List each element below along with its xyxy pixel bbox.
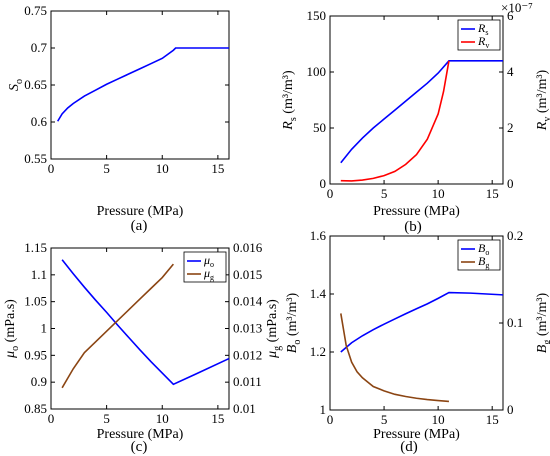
plot-frame	[50, 10, 230, 160]
x-axis-label: Pressure (MPa)	[97, 204, 184, 219]
y2-axis-label: μg (mPa.s)	[265, 299, 283, 359]
legend-label: Bg	[478, 254, 489, 270]
legend-box	[457, 19, 501, 51]
x-tick-label: 10	[432, 412, 445, 427]
x-tick-label: 0	[48, 411, 55, 426]
y-tick-label: 1.4	[310, 286, 327, 301]
legend-label: Bo	[478, 241, 489, 257]
y-tick-label: 1.05	[24, 294, 47, 309]
x-tick-label: 15	[486, 412, 499, 427]
series-line-2	[340, 313, 450, 403]
y2-tick-label: 2	[507, 120, 514, 135]
y2-tick-label: 0.014	[233, 294, 263, 309]
series-line-2	[340, 60, 450, 182]
y-tick-label: 0.65	[24, 77, 47, 92]
y2-axis-label: Bg (m³/m³)	[535, 292, 550, 353]
chart-panel-c: 0 5 10 15 0.85 0.9 0.95 1 1.05 1.1 1.15 0.01 0.011 0.…	[3, 240, 283, 455]
y-tick-label: 0.7	[31, 40, 48, 55]
y2-tick-label: 6	[507, 8, 514, 23]
chart-panel-a: 0 5 10 15 0.55 0.6 0.65 0.7 0.75 Pressure (MPa) So…	[7, 3, 230, 234]
y2-tick-label: 0.015	[233, 267, 262, 282]
y-axis-label: Rs (m³/m³)	[281, 70, 299, 131]
x-axis-label: Pressure (MPa)	[97, 427, 184, 442]
plot-frame	[329, 15, 504, 185]
y-tick-label: 50	[313, 120, 326, 135]
x-tick-label: 15	[211, 161, 224, 176]
x-tick-label: 15	[486, 186, 499, 201]
series-line-2	[61, 263, 174, 389]
y-tick-label: 0.95	[24, 347, 47, 362]
x-tick-label: 0	[327, 412, 334, 427]
y-tick-label: 100	[307, 64, 327, 79]
x-tick-label: 10	[156, 411, 169, 426]
y-tick-label: 1.15	[24, 240, 47, 255]
y-tick-label: 1.2	[310, 344, 326, 359]
y-axis-label: μo (mPa.s)	[3, 299, 21, 359]
x-tick-label: 5	[103, 411, 110, 426]
y2-tick-label: 0.011	[233, 374, 262, 389]
x-axis-label: Pressure (MPa)	[373, 427, 460, 442]
y-tick-label: 1	[320, 402, 327, 417]
y2-tick-label: 0.2	[507, 228, 523, 243]
legend-box	[183, 251, 227, 283]
y2-tick-label: 0	[507, 402, 514, 417]
x-axis-label: Pressure (MPa)	[373, 204, 460, 219]
y2-tick-label: 0.012	[233, 347, 262, 362]
x-tick-label: 0	[327, 186, 334, 201]
x-tick-label: 0	[48, 161, 55, 176]
y-tick-label: 0.55	[24, 151, 47, 166]
y2-tick-label: 0.1	[507, 315, 523, 330]
y-tick-label: 0.6	[31, 114, 48, 129]
y-tick-label: 0.85	[24, 401, 47, 416]
legend-label: Rv	[477, 34, 489, 50]
legend-label: Rs	[477, 21, 488, 37]
y-tick-label: 1.1	[31, 267, 47, 282]
panel-caption: (b)	[404, 219, 422, 235]
panel-caption: (c)	[131, 439, 148, 455]
x-tick-label: 10	[156, 161, 169, 176]
panel-caption: (a)	[131, 218, 148, 234]
panel-caption: (d)	[400, 439, 418, 455]
legend-label: μo	[203, 253, 214, 269]
chart-panel-d: 0 5 10 15 1 1.2 1.4 1.6 0 0.1 0.2 Pressure (MPa) Bo …	[285, 228, 550, 455]
y-tick-label: 1	[41, 321, 48, 336]
series-line-1	[340, 291, 504, 353]
y-tick-label: 0.9	[31, 374, 47, 389]
legend-box	[457, 239, 501, 271]
y-tick-label: 0.75	[24, 3, 47, 18]
y-tick-label: 1.6	[310, 228, 327, 243]
x-tick-label: 10	[432, 186, 445, 201]
y-tick-label: 0	[320, 176, 327, 191]
series-line-1	[61, 259, 230, 386]
x-tick-label: 5	[103, 161, 110, 176]
y2-tick-label: 4	[507, 64, 514, 79]
y2-tick-label: 0	[507, 176, 514, 191]
y-tick-label: 150	[307, 8, 327, 23]
y2-tick-label: 0.013	[233, 321, 262, 336]
legend-label: μg	[203, 266, 214, 282]
y2-axis-label: Rv (m³/m³)	[535, 69, 550, 131]
series-line-1	[56, 47, 229, 122]
y2-tick-label: 0.016	[233, 240, 263, 255]
y2-exponent-label: ×10⁻⁷	[501, 0, 533, 15]
x-tick-label: 5	[381, 412, 388, 427]
x-tick-label: 15	[211, 411, 224, 426]
y2-tick-label: 0.01	[233, 401, 256, 416]
y-axis-label: Bo (m³/m³)	[285, 292, 303, 353]
y-axis-label: So	[7, 79, 25, 91]
x-tick-label: 5	[381, 186, 388, 201]
